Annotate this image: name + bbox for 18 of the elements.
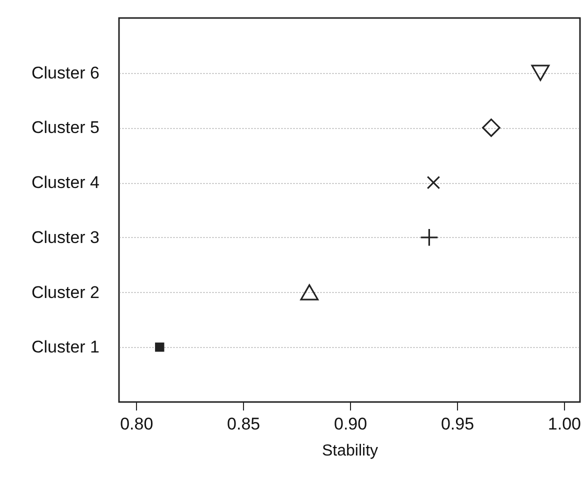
point bbox=[300, 284, 319, 300]
x-axis-title: Stability bbox=[322, 442, 378, 460]
y-tick-label: Cluster 5 bbox=[31, 118, 100, 138]
y-tick-label: Cluster 2 bbox=[31, 282, 100, 302]
y-tick-label: Cluster 4 bbox=[31, 173, 100, 192]
x-tick-label: 0.95 bbox=[440, 414, 474, 434]
point bbox=[426, 176, 440, 190]
y-tick-label: Cluster 6 bbox=[31, 63, 100, 82]
point bbox=[420, 228, 438, 247]
x-tick-label: 0.80 bbox=[120, 414, 154, 434]
x-tick-label: 0.85 bbox=[227, 414, 260, 434]
point bbox=[155, 342, 164, 352]
y-tick-label: Cluster 1 bbox=[31, 338, 100, 357]
x-tick-label: 0.90 bbox=[334, 414, 368, 434]
point bbox=[531, 64, 550, 81]
x-tick-label: 1.00 bbox=[548, 414, 582, 434]
point bbox=[482, 118, 500, 137]
y-tick-label: Cluster 3 bbox=[31, 228, 100, 247]
